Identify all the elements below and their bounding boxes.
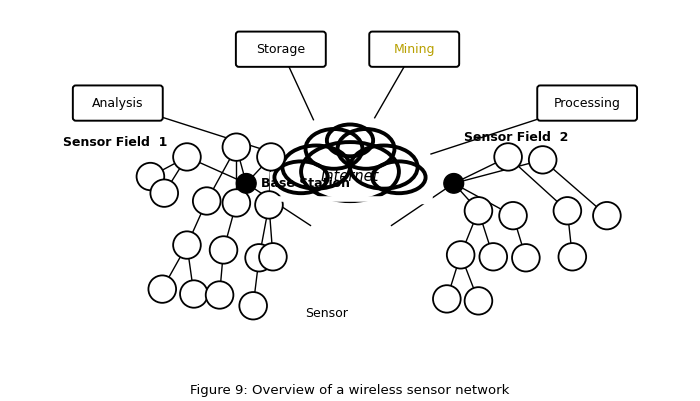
Circle shape: [150, 179, 178, 207]
Text: Internet: Internet: [321, 169, 379, 184]
Text: Base Station: Base Station: [261, 177, 350, 190]
Circle shape: [173, 143, 201, 171]
Circle shape: [223, 134, 250, 161]
Circle shape: [255, 191, 283, 219]
Circle shape: [193, 187, 220, 215]
Ellipse shape: [274, 161, 328, 193]
Circle shape: [223, 189, 250, 217]
Circle shape: [499, 202, 527, 229]
Circle shape: [593, 202, 621, 229]
Text: Sensor Field  1: Sensor Field 1: [64, 136, 168, 149]
Ellipse shape: [372, 161, 426, 193]
FancyBboxPatch shape: [370, 32, 459, 67]
Circle shape: [480, 243, 507, 271]
Text: Figure 9: Overview of a wireless sensor network: Figure 9: Overview of a wireless sensor …: [190, 384, 510, 397]
Circle shape: [210, 236, 237, 264]
Circle shape: [465, 287, 492, 314]
Ellipse shape: [301, 142, 399, 201]
Circle shape: [173, 231, 201, 259]
Circle shape: [237, 174, 256, 193]
Circle shape: [148, 275, 176, 303]
Circle shape: [554, 197, 581, 225]
FancyBboxPatch shape: [537, 85, 637, 121]
Circle shape: [444, 174, 463, 193]
Circle shape: [136, 163, 164, 190]
Circle shape: [559, 243, 586, 271]
Circle shape: [180, 280, 208, 308]
Circle shape: [447, 241, 475, 269]
Circle shape: [465, 197, 492, 225]
Circle shape: [512, 244, 540, 271]
Text: Sensor: Sensor: [305, 307, 349, 320]
Circle shape: [257, 143, 285, 171]
Circle shape: [206, 281, 233, 309]
Circle shape: [239, 292, 267, 320]
FancyBboxPatch shape: [73, 85, 163, 121]
Ellipse shape: [350, 146, 418, 188]
Bar: [270, 172, 430, 203]
Ellipse shape: [327, 124, 373, 156]
Circle shape: [433, 285, 461, 313]
Text: Analysis: Analysis: [92, 97, 144, 109]
Circle shape: [245, 244, 273, 271]
Circle shape: [494, 143, 522, 171]
Text: Processing: Processing: [554, 97, 621, 109]
Text: Mining: Mining: [393, 43, 435, 56]
Ellipse shape: [305, 129, 363, 169]
Text: Storage: Storage: [256, 43, 305, 56]
Circle shape: [259, 243, 287, 271]
Circle shape: [528, 146, 556, 174]
FancyBboxPatch shape: [236, 32, 326, 67]
Ellipse shape: [337, 129, 395, 169]
Ellipse shape: [282, 146, 350, 188]
Text: Sensor Field  2: Sensor Field 2: [463, 131, 568, 144]
